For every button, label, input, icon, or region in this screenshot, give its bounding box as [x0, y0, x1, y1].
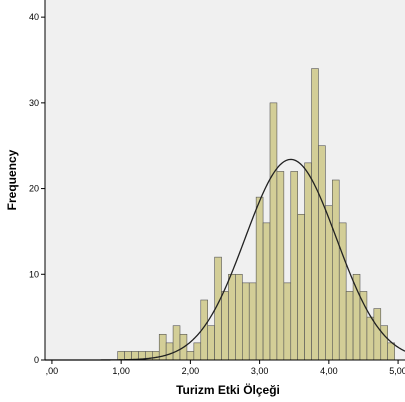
- histogram-bar: [345, 291, 354, 361]
- x-tick-label: 2,00: [182, 366, 200, 376]
- histogram-bar: [124, 351, 132, 361]
- histogram-bar: [297, 213, 305, 361]
- histogram-bar: [242, 282, 250, 361]
- histogram-bar: [366, 316, 375, 361]
- histogram-bar: [283, 282, 292, 361]
- x-axis-ticks: ,00 1,00 2,00 3,00 4,00 5,00: [46, 360, 405, 376]
- y-tick-label: 10: [29, 269, 39, 279]
- histogram-bar: [221, 291, 229, 361]
- histogram-bar: [338, 222, 347, 361]
- histogram-bar: [276, 171, 285, 361]
- histogram-bar: [325, 205, 333, 361]
- histogram-bar: [248, 282, 257, 361]
- x-tick-label: 3,00: [251, 366, 269, 376]
- histogram-bar: [165, 342, 174, 361]
- histogram-bar: [193, 342, 202, 361]
- histogram-bar: [207, 325, 215, 361]
- histogram-bar: [290, 171, 298, 361]
- histogram-bar: [152, 351, 160, 361]
- y-tick-label: 20: [29, 184, 39, 194]
- x-axis-title: Turizm Etki Ölçeği: [176, 382, 280, 397]
- histogram-bar: [380, 325, 388, 361]
- y-tick-label: 40: [29, 12, 39, 22]
- histogram-bar: [235, 273, 243, 361]
- histogram-bar: [352, 273, 361, 361]
- histogram-bar: [269, 102, 278, 361]
- y-tick-label: 30: [29, 98, 39, 108]
- histogram-bar: [186, 351, 195, 361]
- x-tick-label: 1,00: [112, 366, 130, 376]
- histogram-bar: [332, 179, 340, 361]
- x-tick-label: 5,00: [389, 366, 405, 376]
- histogram-bar: [262, 222, 271, 361]
- y-axis-ticks: 0 10 20 30 40: [29, 12, 45, 365]
- axes: [44, 0, 405, 361]
- histogram-bar: [318, 145, 326, 361]
- histogram-bar: [304, 162, 312, 361]
- histogram-bar: [172, 325, 181, 361]
- y-tick-label: 0: [34, 355, 39, 365]
- histogram-bar: [373, 308, 382, 361]
- histogram-bar: [228, 273, 236, 361]
- histogram-bars: [117, 68, 395, 361]
- histogram-bar: [311, 68, 319, 361]
- x-tick-label: ,00: [46, 366, 59, 376]
- histogram-bar: [359, 291, 368, 361]
- y-axis-title: Frequency: [5, 149, 19, 210]
- x-tick-label: 4,00: [320, 366, 338, 376]
- histogram-bar: [387, 342, 395, 361]
- histogram-bar: [255, 196, 264, 361]
- histogram-bar: [117, 351, 125, 361]
